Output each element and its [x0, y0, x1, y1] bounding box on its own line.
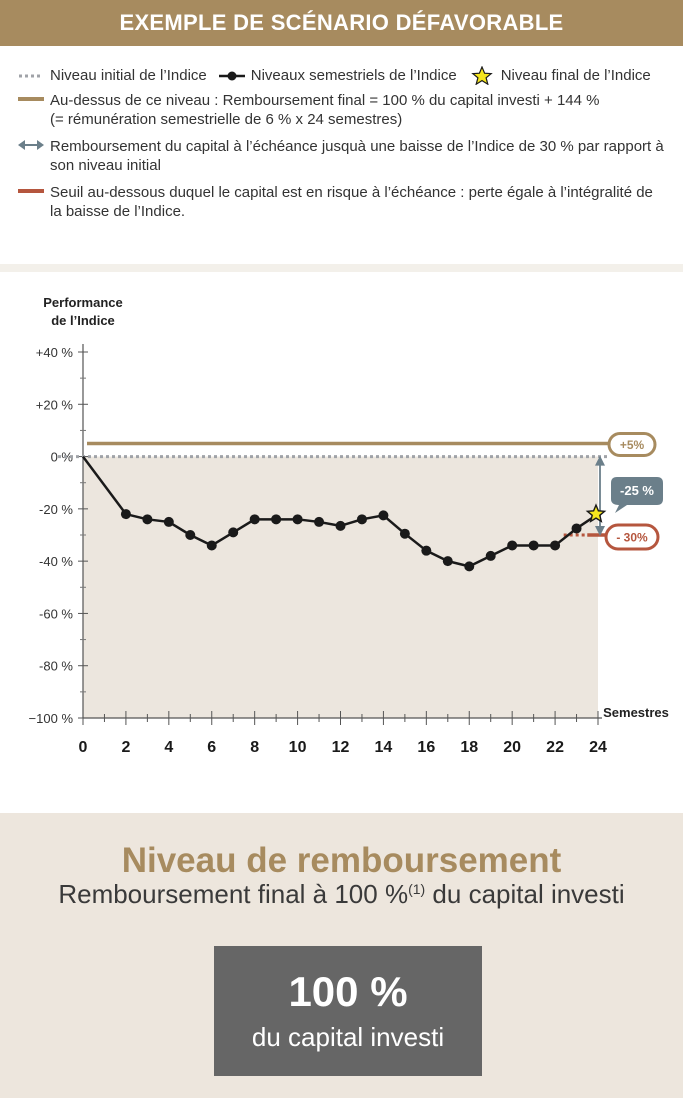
legend-item-final-level: Niveau final de l’Indice	[469, 66, 651, 85]
chart-top-strip	[0, 264, 683, 272]
y-axis-label-line1: Performance	[43, 295, 122, 310]
index-data-point	[421, 545, 432, 556]
legend-row-risk-threshold: Seuil au-dessous duquel le capital est e…	[18, 183, 668, 221]
x-tick-label: 2	[121, 739, 130, 756]
index-data-point	[507, 540, 518, 551]
protection-arrow-head-up	[595, 455, 605, 466]
x-tick-label: 18	[460, 739, 478, 756]
index-data-point	[571, 523, 582, 534]
chart-shaded-area	[83, 456, 598, 718]
reimbursement-value: 100 %	[288, 968, 408, 1015]
index-data-point	[335, 520, 346, 531]
chart-area: Performance de l’Indice +40 % +20 % 0 % -20…	[0, 264, 683, 790]
legend-initial-level-label: Niveau initial de l’Indice	[50, 67, 207, 84]
subtitle-text-end: du capital investi	[425, 879, 625, 909]
legend-semester-levels-label: Niveaux semestriels de l’Indice	[250, 67, 457, 84]
x-tick-label: 6	[207, 739, 216, 756]
line-marker-icon	[218, 66, 245, 85]
y-tick-label: -60 %	[39, 606, 73, 621]
gold-threshold-label-text: +5%	[620, 438, 645, 452]
gold-threshold-label: +5%	[607, 432, 657, 457]
index-data-point	[228, 527, 239, 538]
legend-item-semester-levels: Niveaux semestriels de l’Indice	[218, 66, 457, 85]
legend-row-threshold: Au-dessus de ce niveau : Remboursement f…	[18, 91, 668, 129]
y-tick-label: -20 %	[39, 502, 73, 517]
index-data-point	[271, 514, 282, 525]
x-axis-label: Semestres	[603, 705, 669, 720]
risk-threshold-label: - 30%	[604, 523, 660, 551]
risk-threshold-label-shape	[604, 523, 660, 551]
y-tick-label: 0 %	[51, 450, 74, 465]
x-tick-label: 16	[417, 739, 435, 756]
legend-row-1: Niveau initial de l’Indice Niveaux semes…	[18, 66, 668, 85]
legend-risk-threshold-label: Seuil au-dessous duquel le capital est e…	[50, 184, 653, 220]
index-data-point	[292, 514, 303, 525]
reimbursement-section: Niveau de remboursement Remboursement fi…	[0, 813, 683, 1098]
final-performance-callout-shape	[611, 477, 663, 513]
x-tick-label: 24	[589, 739, 607, 756]
index-data-point	[550, 540, 561, 551]
y-tick-label: +20 %	[36, 397, 74, 412]
double-arrow-icon	[18, 137, 44, 156]
final-level-star-marker	[585, 503, 607, 523]
index-data-point	[442, 556, 453, 567]
x-tick-label: 4	[164, 739, 173, 756]
subtitle-text: Remboursement final à 100 %	[58, 879, 409, 909]
reimbursement-caption: du capital investi	[251, 1022, 445, 1052]
final-performance-callout-text: -25 %	[620, 483, 654, 498]
index-data-point	[356, 514, 367, 525]
page-title: EXEMPLE DE SCÉNARIO DÉFAVORABLE	[119, 10, 564, 35]
legend-final-level-label: Niveau final de l’Indice	[500, 67, 651, 84]
y-tick-label: −100 %	[29, 711, 74, 726]
x-tick-label: 0	[79, 739, 88, 756]
index-data-point	[485, 550, 496, 561]
x-tick-label: 10	[289, 739, 307, 756]
index-data-point	[206, 540, 217, 551]
index-data-point	[185, 530, 196, 540]
reimbursement-title: Niveau de remboursement	[121, 841, 562, 880]
x-tick-label: 8	[250, 739, 259, 756]
gold-line-icon	[18, 91, 44, 110]
x-tick-label: 12	[332, 739, 350, 756]
legend-row-capital-protection: Remboursement du capital à l’échéance ju…	[18, 137, 668, 175]
legend-threshold-line2: (= rémunération semestrielle de 6 % x 24…	[50, 111, 403, 128]
protection-arrow-head-down	[595, 526, 605, 536]
performance-chart: Performance de l’Indice +40 % +20 % 0 % -20…	[29, 295, 669, 756]
y-tick-label: -80 %	[39, 659, 73, 674]
reimbursement-box: 100 % du capital investi	[214, 946, 482, 1076]
x-tick-label: 14	[375, 739, 393, 756]
y-tick-label: +40 %	[36, 345, 74, 360]
gold-threshold-label-shape	[607, 432, 657, 457]
red-line-icon	[18, 183, 44, 202]
legend: Niveau initial de l’Indice Niveaux semes…	[18, 66, 668, 225]
index-data-point	[399, 528, 410, 539]
dotted-line-icon	[18, 66, 44, 85]
index-data-point	[464, 561, 475, 572]
index-data-point	[528, 540, 539, 551]
page-title-banner: EXEMPLE DE SCÉNARIO DÉFAVORABLE	[0, 0, 683, 46]
index-data-point	[314, 516, 325, 527]
x-tick-label: 20	[503, 739, 521, 756]
reimbursement-subtitle: Remboursement final à 100 %(1) du capita…	[0, 879, 683, 910]
y-tick-label: -40 %	[39, 554, 73, 569]
index-data-point	[120, 509, 131, 520]
index-data-point	[163, 516, 174, 527]
legend-item-initial-level: Niveau initial de l’Indice	[18, 66, 207, 85]
y-axis-label-line2: de l’Indice	[51, 313, 115, 328]
index-data-point	[142, 514, 153, 525]
star-icon	[469, 66, 495, 85]
risk-threshold-label-text: - 30%	[616, 531, 648, 545]
index-data-point	[249, 514, 260, 525]
final-performance-callout: -25 %	[611, 477, 663, 513]
x-tick-label: 22	[546, 739, 564, 756]
legend-threshold-line1: Au-dessus de ce niveau : Remboursement f…	[50, 92, 600, 109]
footnote-marker: (1)	[408, 881, 426, 897]
legend-capital-protection-label: Remboursement du capital à l’échéance ju…	[50, 138, 664, 174]
index-data-point	[378, 510, 389, 521]
